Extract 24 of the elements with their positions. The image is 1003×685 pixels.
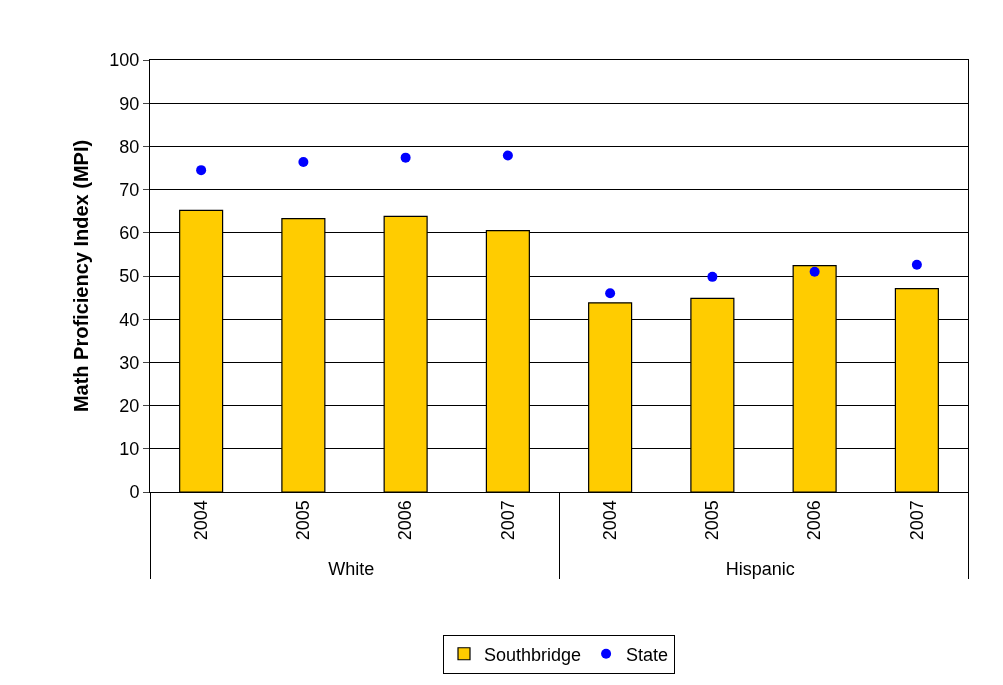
x-tick-label: 2005: [702, 500, 723, 541]
y-tick-label: 30: [119, 352, 140, 373]
y-tick-label: 10: [119, 439, 140, 460]
x-tick-label: 2004: [599, 500, 620, 541]
x-tick-label: 2004: [190, 500, 211, 541]
y-tick-label: 90: [119, 93, 140, 114]
x-tick-label: 2007: [906, 500, 927, 541]
x-tick-label: 2007: [497, 500, 518, 541]
y-tick-label: 80: [119, 136, 140, 157]
legend-label: State: [626, 644, 669, 665]
x-tick-label: 2006: [804, 500, 825, 541]
y-tick-label: 70: [119, 179, 140, 200]
legend-label: Southbridge: [484, 644, 582, 665]
y-tick-label: 100: [109, 50, 140, 71]
text: White: [328, 558, 375, 579]
x-tick-label: 2006: [395, 500, 416, 541]
y-axis-title: Math Proficiency Index (MPI): [69, 139, 92, 413]
y-tick-label: 50: [119, 266, 140, 287]
y-tick-label: 60: [119, 223, 140, 244]
x-tick-label: 2005: [293, 500, 314, 541]
y-tick-label: 0: [129, 482, 140, 503]
y-tick-label: 20: [119, 395, 140, 416]
text: Hispanic: [725, 558, 795, 579]
y-tick-label: 40: [119, 309, 140, 330]
